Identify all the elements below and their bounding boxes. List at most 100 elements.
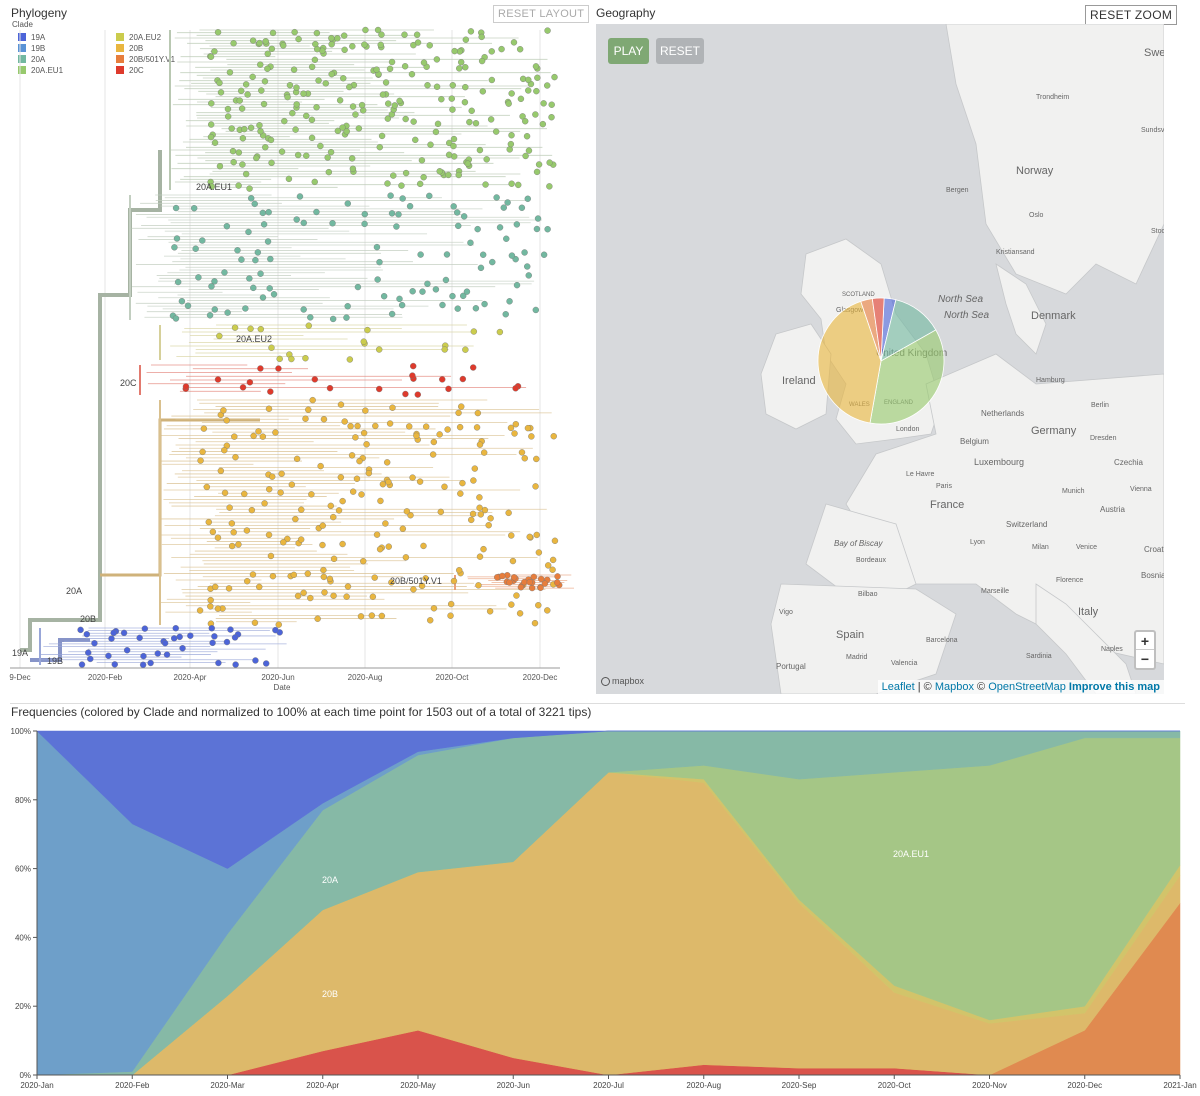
legend-item-19b[interactable]: 19B (18, 43, 45, 53)
tip (456, 567, 463, 574)
tip (427, 617, 434, 624)
tip (444, 426, 451, 433)
tip (329, 220, 336, 227)
leaflet-link[interactable]: Leaflet (881, 681, 915, 693)
tip (235, 182, 242, 189)
reset-map-button[interactable]: RESET (656, 38, 704, 64)
tip (293, 216, 300, 223)
zoom-in-button[interactable]: + (1136, 632, 1154, 650)
tip (347, 422, 354, 430)
legend-swatch (116, 55, 124, 63)
tip (309, 396, 316, 404)
legend-swatch (116, 66, 124, 74)
play-button[interactable]: PLAY (608, 38, 649, 64)
tip (361, 210, 368, 218)
tip (300, 589, 307, 597)
tip (424, 82, 431, 89)
tip (459, 375, 467, 383)
tip (346, 356, 354, 363)
legend-item-20b-501y-v1[interactable]: 20B/501Y.V1 (116, 54, 175, 64)
tip (250, 432, 257, 440)
tip (136, 634, 143, 642)
tip (207, 133, 215, 141)
tip (424, 280, 431, 288)
tip (383, 459, 391, 466)
tip (319, 541, 326, 549)
frequencies-panel: Frequencies (colored by Clade and normal… (0, 704, 1200, 1096)
tip (224, 105, 232, 113)
tip (232, 661, 239, 668)
clade-20c (139, 364, 527, 395)
tip (252, 657, 259, 664)
tip (510, 574, 518, 581)
tip (513, 592, 520, 599)
clade-label: 20B/501Y.V1 (390, 576, 442, 586)
tip (242, 305, 249, 312)
tip (348, 155, 356, 162)
legend-item-20a[interactable]: 20A (18, 54, 45, 64)
tip (246, 275, 253, 282)
tip (227, 626, 234, 633)
trunk-20a (20, 150, 162, 652)
tip (257, 128, 264, 135)
improve-map-link[interactable]: Improve this map (1068, 681, 1160, 693)
tip (414, 39, 422, 46)
tip (502, 311, 509, 318)
tip (110, 629, 117, 637)
legend-item-20a-eu1[interactable]: 20A.EU1 (18, 65, 63, 75)
tip (551, 537, 559, 545)
legend-item-20b[interactable]: 20B (116, 43, 143, 53)
tip (385, 478, 392, 486)
tip (228, 520, 236, 527)
tip (211, 48, 218, 55)
zoom-out-button[interactable]: − (1140, 651, 1150, 667)
legend-item-20c[interactable]: 20C (116, 65, 144, 75)
tip (385, 100, 392, 107)
tip (305, 322, 312, 329)
reset-zoom-button[interactable]: RESET ZOOM (1085, 5, 1178, 25)
tip (513, 221, 521, 228)
tip (363, 441, 370, 448)
clade-label: 20A (66, 586, 82, 596)
tip (221, 447, 228, 454)
tip (265, 531, 273, 539)
tip (455, 409, 462, 417)
tip (535, 549, 543, 556)
tip (280, 42, 287, 49)
tip (265, 208, 272, 216)
tip (506, 146, 513, 153)
tip (355, 125, 363, 132)
legend-item-20a-eu2[interactable]: 20A.EU2 (116, 32, 161, 42)
tip (298, 506, 305, 513)
tip (453, 209, 461, 216)
tip (402, 169, 410, 177)
tip (313, 208, 320, 216)
tip (508, 252, 516, 259)
tip (281, 117, 288, 125)
tip (284, 93, 291, 101)
tree-tips (77, 26, 563, 669)
tip (255, 428, 262, 435)
legend-label: 19A (31, 32, 46, 42)
reset-layout-button[interactable]: RESET LAYOUT (493, 5, 590, 23)
tip (399, 525, 407, 532)
osm-link[interactable]: OpenStreetMap (988, 681, 1066, 693)
tip (462, 346, 469, 353)
map-place-label: France (930, 499, 964, 511)
tip (261, 500, 268, 507)
tip (178, 298, 186, 305)
tip (295, 35, 302, 43)
land-mass (995, 263, 1047, 355)
mapbox-link[interactable]: Mapbox (934, 681, 974, 693)
geography-title: Geography (596, 6, 656, 20)
tip (339, 124, 346, 131)
legend-item-19a[interactable]: 19A (18, 32, 45, 42)
map[interactable]: Norway Sweden Denmark North Sea North Sea Ire… (596, 24, 1164, 694)
tip (492, 128, 500, 135)
frequencies-chart[interactable]: 0% 20% 40% 60% 80% 100% 2020-Jan 2020-Feb 2020-M… (0, 704, 1200, 1096)
tip (300, 306, 307, 313)
phylogeny-tree[interactable]: 9-Dec 2020-Feb 2020-Apr 2020-Jun 2020-Aug 202… (0, 0, 590, 700)
tip (507, 424, 515, 432)
tip (231, 433, 238, 440)
tip (487, 116, 495, 123)
